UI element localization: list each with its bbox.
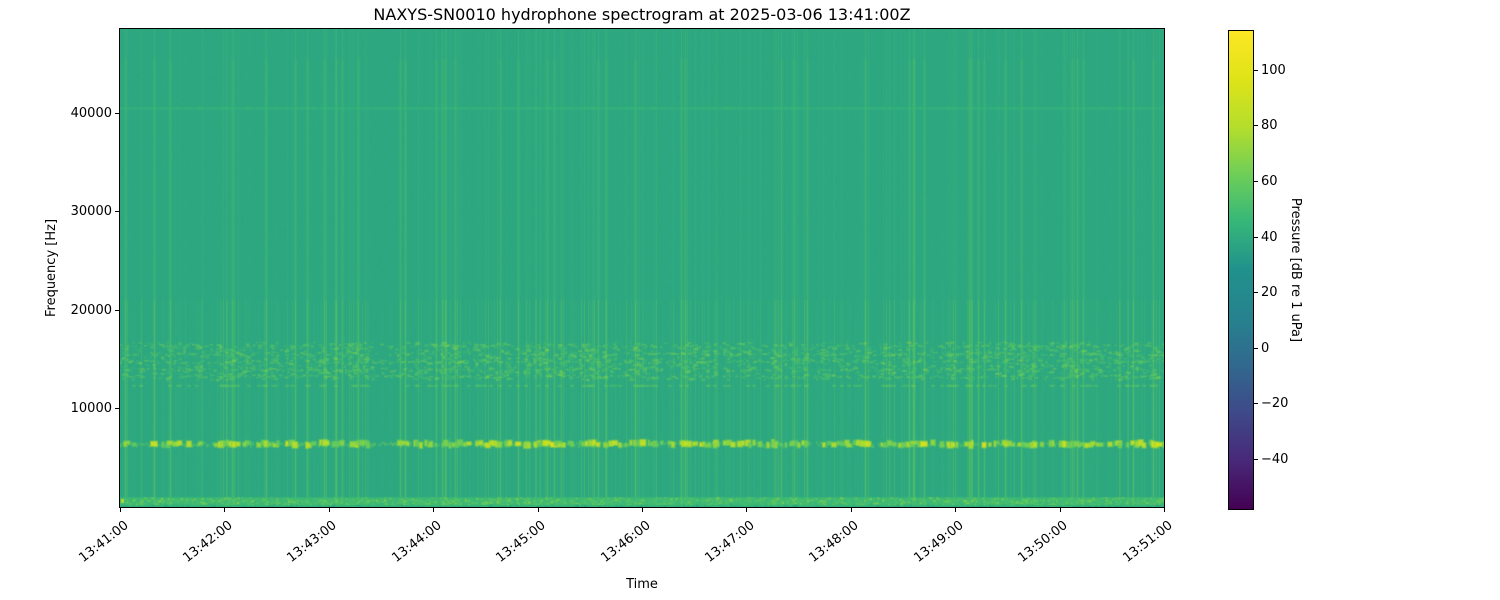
x-tick-mark <box>851 508 852 512</box>
x-tick-mark <box>955 508 956 512</box>
colorbar-tick-label: 40 <box>1261 230 1278 245</box>
colorbar <box>1228 30 1254 510</box>
colorbar-tick-mark <box>1254 125 1258 126</box>
x-tick-mark <box>433 508 434 512</box>
colorbar-tick-label: 0 <box>1261 341 1270 356</box>
x-tick-mark <box>1060 508 1061 512</box>
spectrogram-canvas <box>120 29 1164 507</box>
colorbar-tick-label: 20 <box>1261 285 1278 300</box>
y-tick-mark <box>115 408 119 409</box>
colorbar-tick-mark <box>1254 70 1258 71</box>
colorbar-tick-mark <box>1254 403 1258 404</box>
y-tick-label: 10000 <box>70 401 112 416</box>
colorbar-label: Pressure [dB re 1 uPa] <box>1288 197 1303 343</box>
x-axis-label: Time <box>626 577 658 592</box>
y-tick-label: 20000 <box>70 303 112 318</box>
x-tick-mark <box>120 508 121 512</box>
colorbar-gradient <box>1229 31 1253 509</box>
x-tick-mark <box>538 508 539 512</box>
y-tick-label: 40000 <box>70 106 112 121</box>
colorbar-tick-mark <box>1254 459 1258 460</box>
x-tick-mark <box>642 508 643 512</box>
colorbar-tick-mark <box>1254 181 1258 182</box>
colorbar-tick-mark <box>1254 292 1258 293</box>
x-tick-mark <box>329 508 330 512</box>
y-tick-mark <box>115 310 119 311</box>
colorbar-tick-mark <box>1254 348 1258 349</box>
y-tick-mark <box>115 113 119 114</box>
colorbar-tick-label: 60 <box>1261 174 1278 189</box>
colorbar-tick-mark <box>1254 237 1258 238</box>
colorbar-tick-label: 100 <box>1261 63 1286 78</box>
x-tick-mark <box>224 508 225 512</box>
x-tick-mark <box>746 508 747 512</box>
x-tick-mark <box>1164 508 1165 512</box>
y-tick-label: 30000 <box>70 204 112 219</box>
colorbar-tick-label: −40 <box>1261 452 1289 467</box>
y-tick-mark <box>115 211 119 212</box>
colorbar-tick-label: −20 <box>1261 396 1289 411</box>
chart-title: NAXYS-SN0010 hydrophone spectrogram at 2… <box>373 5 911 24</box>
colorbar-tick-label: 80 <box>1261 118 1278 133</box>
plot-area <box>119 28 1165 508</box>
